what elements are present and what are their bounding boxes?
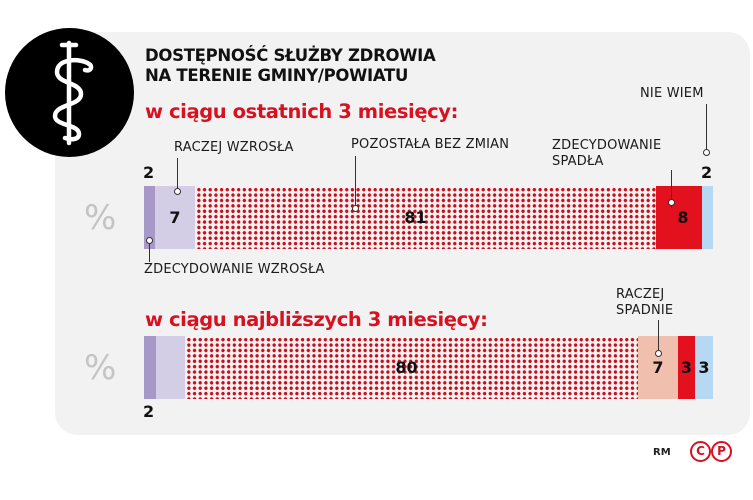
label-line: RACZEJ — [616, 287, 665, 302]
label-line: SPADNIE — [616, 303, 674, 318]
segment-zdecydowanie-spadla: 8 — [656, 186, 702, 249]
segment-pozostanie-bez-zmian: 80 — [185, 336, 638, 399]
title-line-2: NA TERENIE GMINY/POWIATU — [145, 66, 409, 85]
segment-zdecydowanie-spadnie: 3 — [678, 336, 695, 399]
leader-dot — [146, 237, 153, 244]
label-nie-wiem: NIE WIEM — [640, 86, 704, 101]
segment-raczej-wzrosla: 7 — [155, 186, 195, 249]
segment-zdecydowanie-wzrosla — [144, 186, 155, 249]
segment-zdecydowanie-wzrosnie — [144, 336, 156, 399]
value-zdecydowanie-wzrosnie: 2 — [143, 402, 155, 421]
subtitle-last-3-months: w ciągu ostatnich 3 miesięcy: — [145, 100, 459, 123]
label-line: ZDECYDOWANIE — [552, 138, 662, 153]
label-raczej-spadnie: RACZEJ SPADNIE — [616, 287, 673, 319]
value-nie-wiem: 2 — [701, 163, 713, 182]
author-initials: RM — [653, 447, 671, 458]
label-zdecydowanie-spadla: ZDECYDOWANIE SPADŁA — [552, 138, 661, 170]
segment-value: 8 — [677, 208, 689, 227]
segment-nie-wiem — [702, 186, 713, 249]
label-line: SPADŁA — [552, 154, 604, 169]
segment-nie-wiem: 3 — [695, 336, 713, 399]
label-pozostala-bez-zmian: POZOSTAŁA BEZ ZMIAN — [351, 137, 510, 152]
subtitle-next-3-months: w ciągu najbliższych 3 miesięcy: — [145, 308, 488, 331]
leader-dot — [174, 188, 181, 195]
title-line-1: DOSTĘPNOŚĆ SŁUŻBY ZDROWIA — [145, 46, 436, 65]
leader-line — [355, 156, 356, 207]
stacked-bar-last-3-months: 7 81 8 — [144, 186, 713, 249]
value-zdecydowanie-wzrosla: 2 — [143, 163, 155, 182]
segment-value: 7 — [652, 358, 664, 377]
caduceus-icon — [5, 28, 134, 157]
segment-value: 3 — [698, 358, 710, 377]
leader-line — [671, 170, 672, 208]
segment-value: 3 — [680, 358, 693, 377]
leader-line — [658, 320, 659, 354]
segment-pozostala-bez-zmian: 81 — [195, 186, 656, 249]
label-zdecydowanie-wzrosla: ZDECYDOWANIE WZROSŁA — [144, 262, 325, 277]
stacked-bar-next-3-months: 80 7 3 3 — [144, 336, 713, 399]
segment-value: 7 — [169, 208, 181, 227]
segment-value: 81 — [404, 208, 427, 227]
logo-c-icon: C — [690, 441, 711, 462]
leader-line — [177, 158, 178, 189]
segment-value: 80 — [395, 358, 418, 377]
logo-p-icon: P — [711, 441, 732, 462]
percent-symbol: % — [84, 348, 117, 388]
leader-dot — [703, 149, 710, 156]
leader-dot — [655, 350, 662, 357]
leader-line — [706, 104, 707, 152]
percent-symbol: % — [84, 198, 117, 238]
leader-line — [149, 240, 150, 262]
leader-dot — [352, 205, 359, 212]
label-raczej-wzrosla: RACZEJ WZROSŁA — [174, 140, 294, 155]
segment-raczej-wzrosnie — [156, 336, 185, 399]
chart-title: DOSTĘPNOŚĆ SŁUŻBY ZDROWIA NA TERENIE GMI… — [145, 46, 436, 86]
leader-dot — [668, 199, 675, 206]
